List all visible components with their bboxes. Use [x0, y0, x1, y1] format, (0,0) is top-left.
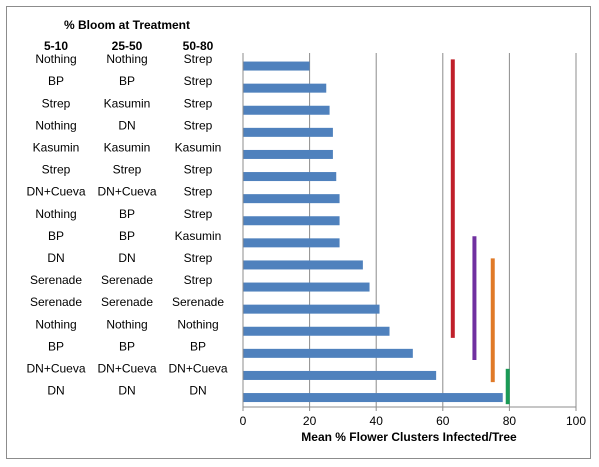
treatment-label: Nothing	[35, 118, 76, 132]
x-tick-label: 100	[566, 414, 586, 428]
treatment-label: Nothing	[106, 52, 147, 66]
bar	[243, 238, 340, 248]
treatment-label: Kasumin	[104, 140, 151, 154]
column-header-50-80: 50-80	[183, 39, 214, 53]
treatment-label: Nothing	[35, 52, 76, 66]
x-tick-label: 20	[303, 414, 317, 428]
bar	[243, 282, 370, 292]
significance-lines	[450, 59, 510, 405]
treatment-label: DN	[118, 251, 135, 265]
table-title: % Bloom at Treatment	[64, 18, 190, 32]
column-header-25-50: 25-50	[112, 39, 143, 53]
treatment-label: DN+Cueva	[97, 361, 156, 375]
treatment-table: % Bloom at Treatment 5-10 25-50 50-80 No…	[26, 18, 227, 398]
treatment-label: Strep	[184, 251, 213, 265]
chart-frame	[6, 6, 591, 459]
bar	[243, 127, 333, 137]
treatment-label: Strep	[42, 96, 71, 110]
treatment-label: Kasumin	[175, 229, 222, 243]
bar	[243, 149, 333, 159]
treatment-label: Kasumin	[104, 96, 151, 110]
bar	[243, 83, 327, 93]
treatment-label: DN+Cueva	[26, 185, 85, 199]
treatment-label: Strep	[184, 163, 213, 177]
treatment-label: DN+Cueva	[97, 185, 156, 199]
bar	[243, 105, 330, 115]
treatment-label: Strep	[184, 185, 213, 199]
treatment-label: Nothing	[177, 317, 218, 331]
treatment-label: Strep	[184, 118, 213, 132]
treatment-label: DN+Cueva	[168, 361, 227, 375]
treatment-label: BP	[119, 207, 135, 221]
treatment-label: Strep	[113, 163, 142, 177]
treatment-label: Nothing	[35, 317, 76, 331]
treatment-label: Nothing	[106, 317, 147, 331]
x-tick-label: 80	[503, 414, 517, 428]
treatment-label: Serenade	[30, 295, 82, 309]
treatment-label: BP	[48, 74, 64, 88]
treatment-label: Strep	[184, 96, 213, 110]
treatment-label: DN+Cueva	[26, 361, 85, 375]
x-tick-label: 0	[240, 414, 247, 428]
bar	[243, 194, 340, 204]
treatment-label: DN	[118, 118, 135, 132]
treatment-label: Strep	[42, 163, 71, 177]
treatment-label: Strep	[184, 207, 213, 221]
x-tick-label: 60	[436, 414, 450, 428]
treatment-label: Strep	[184, 74, 213, 88]
bar	[243, 370, 437, 380]
treatment-label: BP	[119, 74, 135, 88]
treatment-label: BP	[48, 339, 64, 353]
x-tick-label: 40	[370, 414, 384, 428]
x-axis: 0 20 40 60 80 100	[240, 53, 586, 428]
treatment-label: DN	[189, 384, 206, 398]
treatment-label: DN	[47, 251, 64, 265]
bars	[243, 61, 503, 403]
bar	[243, 326, 390, 336]
bar	[243, 393, 503, 403]
treatment-label: DN	[47, 384, 64, 398]
treatment-label: Serenade	[172, 295, 224, 309]
treatment-label: Serenade	[101, 295, 153, 309]
bar	[243, 260, 363, 270]
bar	[243, 304, 380, 314]
treatment-label: Strep	[184, 52, 213, 66]
x-axis-label: Mean % Flower Clusters Infected/Tree	[301, 430, 517, 444]
treatment-label: BP	[119, 229, 135, 243]
treatment-label: Strep	[184, 273, 213, 287]
bar	[243, 61, 310, 71]
bar	[243, 172, 337, 182]
treatment-label: Serenade	[101, 273, 153, 287]
treatment-label: BP	[119, 339, 135, 353]
treatment-label: Nothing	[35, 207, 76, 221]
treatment-label: Kasumin	[33, 140, 80, 154]
treatment-label: Kasumin	[175, 140, 222, 154]
treatment-label: BP	[190, 339, 206, 353]
bar	[243, 348, 413, 358]
column-header-5-10: 5-10	[44, 39, 68, 53]
treatment-label: BP	[48, 229, 64, 243]
treatment-label: Serenade	[30, 273, 82, 287]
bar	[243, 216, 340, 226]
treatment-label: DN	[118, 384, 135, 398]
